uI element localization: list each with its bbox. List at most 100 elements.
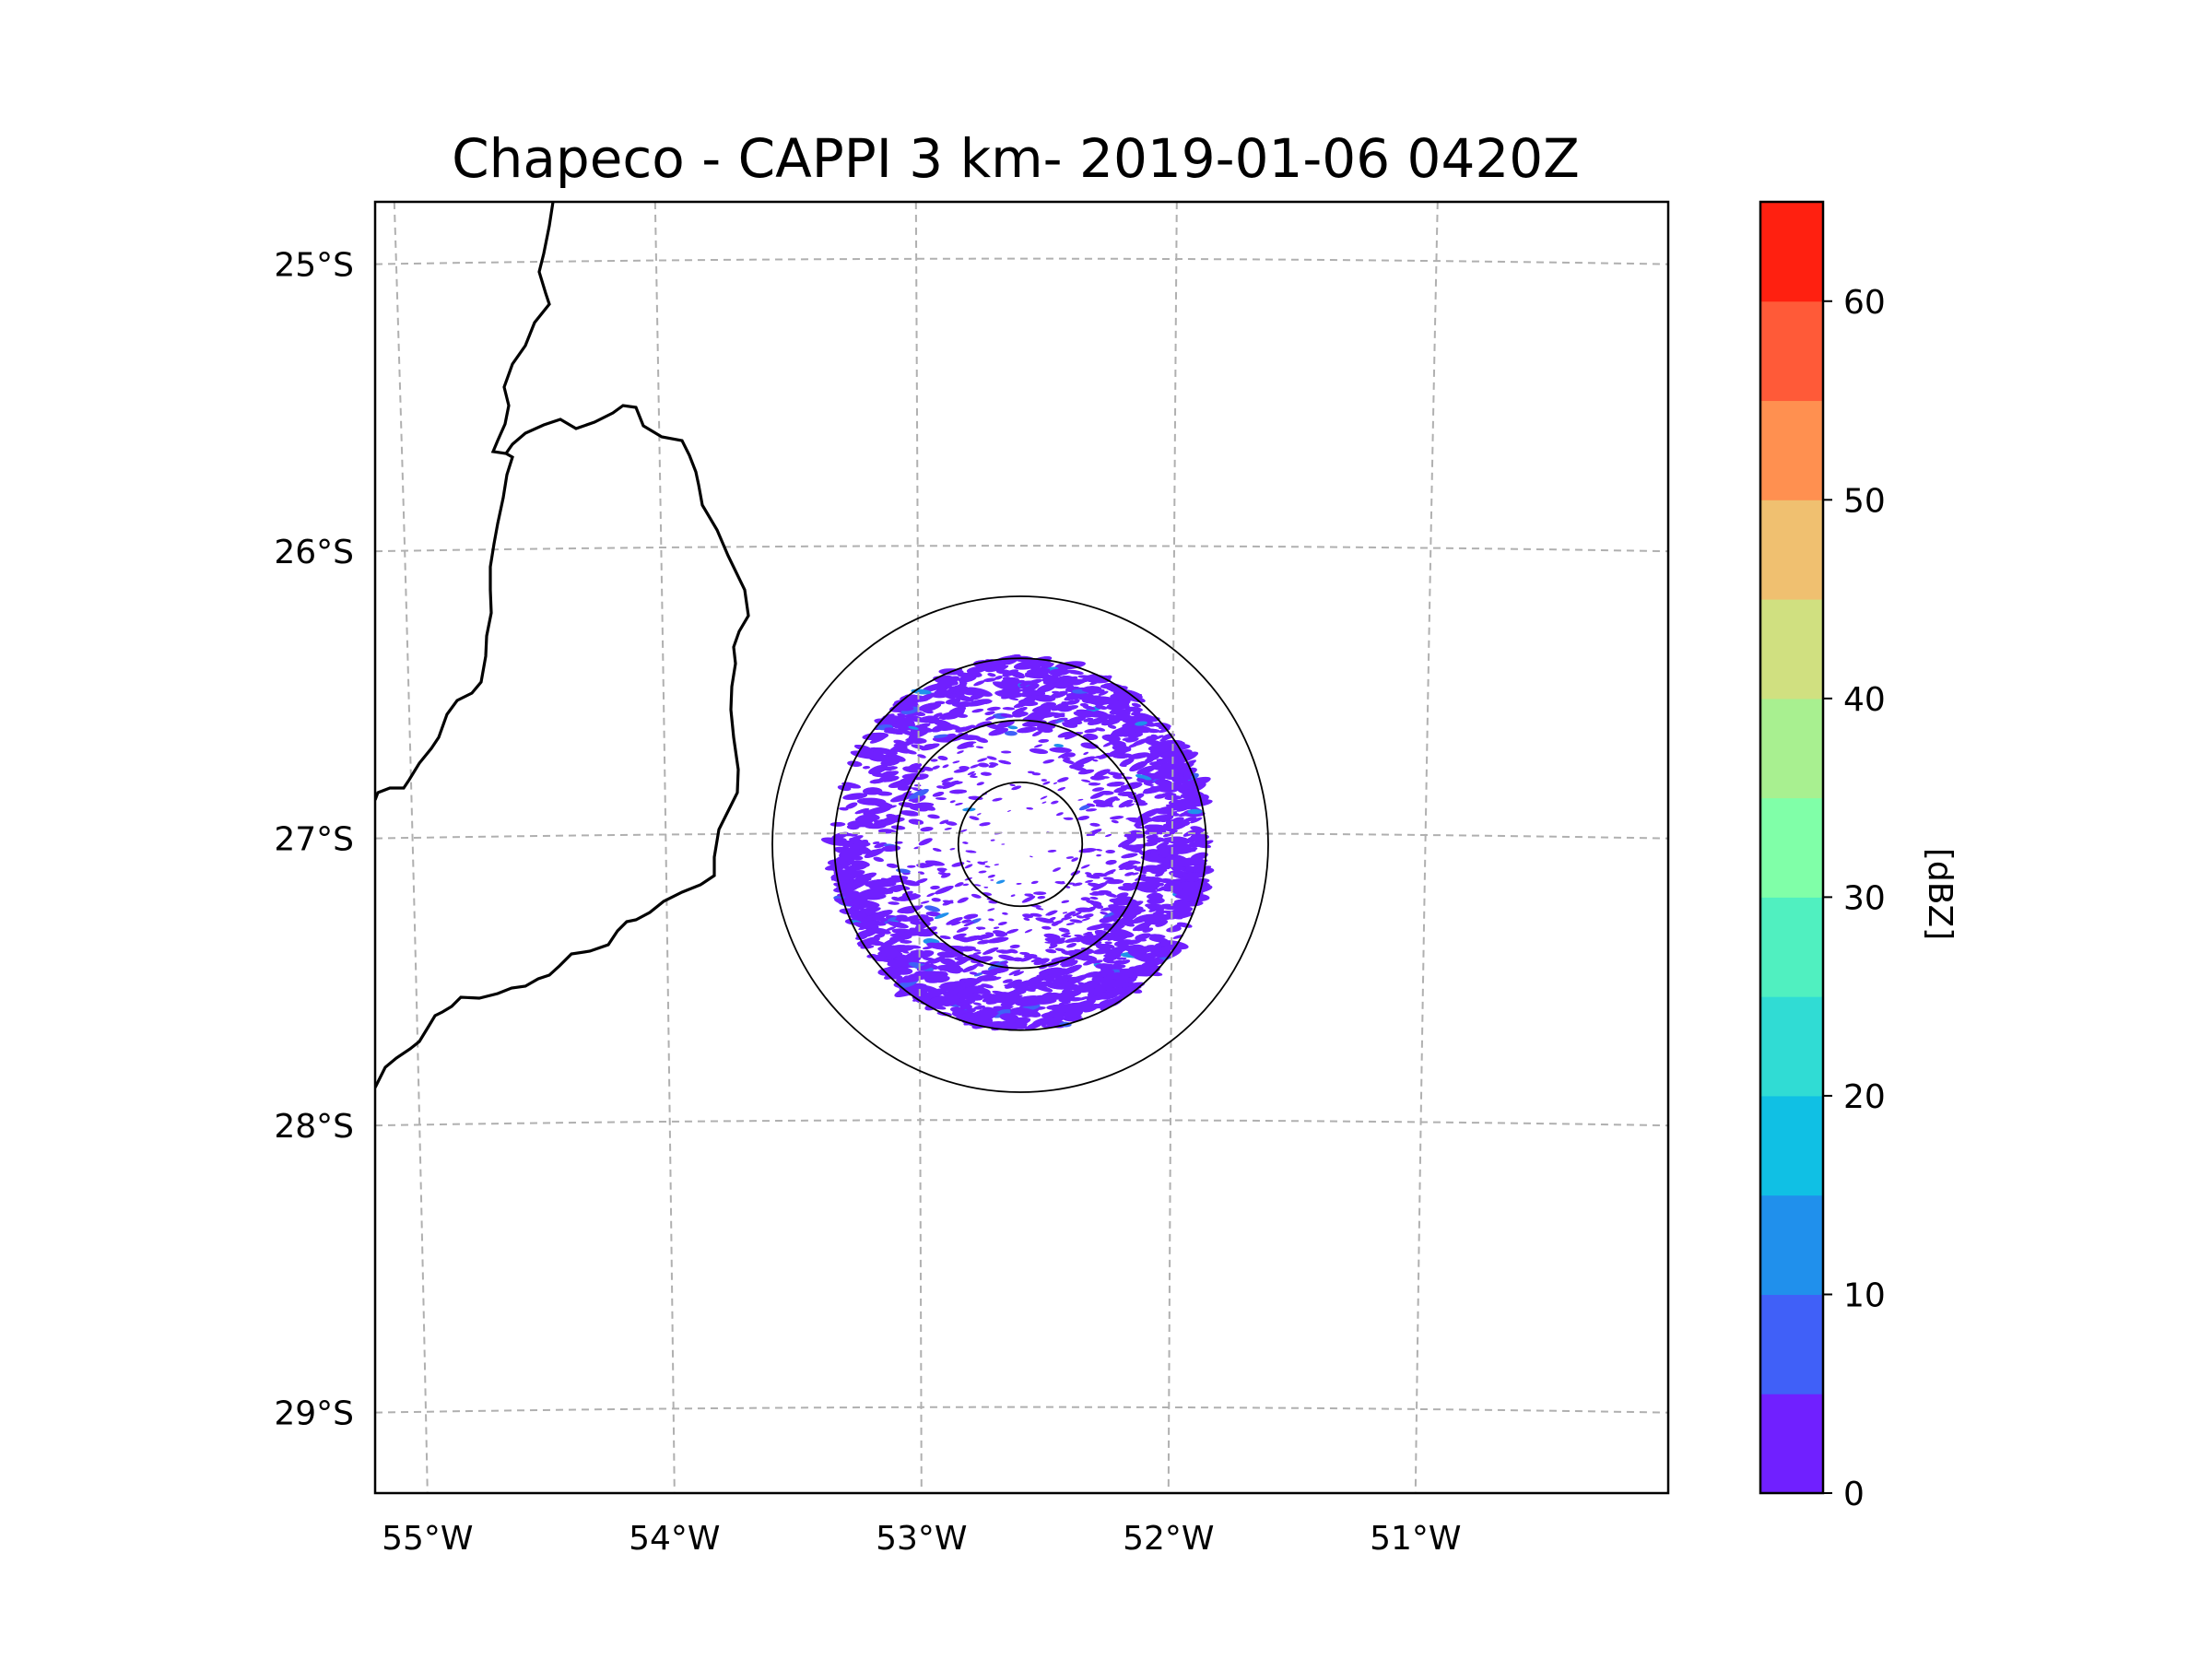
echo-cell [1025,1020,1045,1030]
echo-cell [1060,990,1082,998]
echo-cell [1062,912,1068,914]
colorbar-segment [1760,202,1823,302]
echo-cell [1078,996,1088,1001]
echo-cell [1112,774,1124,780]
parallel [375,1406,1668,1414]
echo-cell [1118,799,1134,808]
border-misiones [375,404,750,1088]
echo-cell [838,861,852,866]
echo-cell [1112,797,1121,801]
echo-cell [971,893,982,899]
echo-cell [1021,896,1036,903]
echo-cell [1010,894,1016,897]
echo-cell [1146,728,1160,734]
echo-cell [976,963,984,967]
echo-cell [1026,806,1033,810]
echo-cell [971,956,994,964]
echo-cell [1099,916,1116,924]
echo-cell [1172,935,1184,939]
echo-cell [908,945,922,949]
echo-cell [1080,897,1090,901]
echo-cell [921,987,948,1000]
echo-cell [887,921,909,929]
echo-cell [1136,938,1147,942]
echo-cell [1129,760,1148,771]
echo-cell [963,1013,988,1026]
echo-cell [1099,979,1130,988]
echo-cell [1056,982,1082,991]
echo-cell [886,863,899,868]
echo-cell [1111,741,1126,747]
echo-cell [1094,769,1111,777]
echo-cell [957,741,974,749]
echo-cell [1122,909,1140,918]
echo-cell [1095,963,1112,970]
echo-cell [894,717,913,723]
echo-cell [932,765,940,770]
echo-cell [1080,957,1092,961]
echo-cell [986,936,1009,944]
echo-cell [1073,756,1096,766]
echo-cell [1127,732,1144,738]
echo-cell [963,921,974,927]
echo-cell [1048,962,1060,968]
echo-cell [1146,834,1159,840]
echo-cell [1054,947,1065,952]
echo-cell [1019,951,1030,956]
echo-cell [1100,1005,1112,1011]
echo-cell [1092,992,1107,996]
echo-cell [1046,671,1065,681]
echo-cell [953,958,970,967]
echo-cell [1035,917,1054,924]
echo-cell [1104,892,1118,898]
echo-cell [1045,948,1057,954]
echo-cell [1022,694,1038,702]
echo-cell [999,1013,1019,1021]
echo-cell [855,929,877,938]
echo-cell [992,797,1003,802]
echo-cell [957,713,968,718]
echo-cell [961,919,971,924]
echo-cell [1161,903,1182,910]
echo-cell [1024,673,1035,677]
echo-cell [1117,886,1135,891]
echo-cell [907,865,916,868]
echo-cell [849,840,869,851]
echo-cell [1001,843,1006,845]
echo-cell [837,870,865,881]
echo-cell [932,848,942,853]
echo-cell [890,721,898,724]
echo-cell [1160,813,1175,821]
echo-cell [976,782,984,786]
echo-cell [959,677,971,684]
echo-cell [991,997,1006,1004]
colorbar-tick-label: 30 [1843,879,1886,917]
echo-cell [900,810,920,817]
echo-cell [1135,933,1151,940]
echo-cell [893,888,903,892]
echo-cell [1086,932,1093,935]
colorbar-segment [1760,1394,1823,1494]
echo-cell [973,884,982,887]
echo-cell [1054,719,1065,724]
echo-cell [1125,803,1135,807]
echo-cell [834,898,856,906]
echo-cell [982,947,999,955]
echo-cell [1114,749,1126,754]
echo-cell [918,863,935,868]
echo-cell [1090,1004,1108,1009]
echo-cell [937,756,948,760]
echo-cell [939,935,951,939]
echo-cell [1149,894,1163,901]
echo-cell [1089,892,1100,896]
echo-cell [983,886,989,888]
echo-cell [1128,752,1150,759]
echo-cell [995,949,1010,954]
echo-cell [1035,907,1044,911]
echo-cell [1040,795,1048,800]
echo-cell [839,883,855,889]
echo-cell [842,892,861,901]
echo-cell [1005,979,1022,989]
echo-cell [1155,837,1170,842]
echo-cell [1072,882,1083,887]
